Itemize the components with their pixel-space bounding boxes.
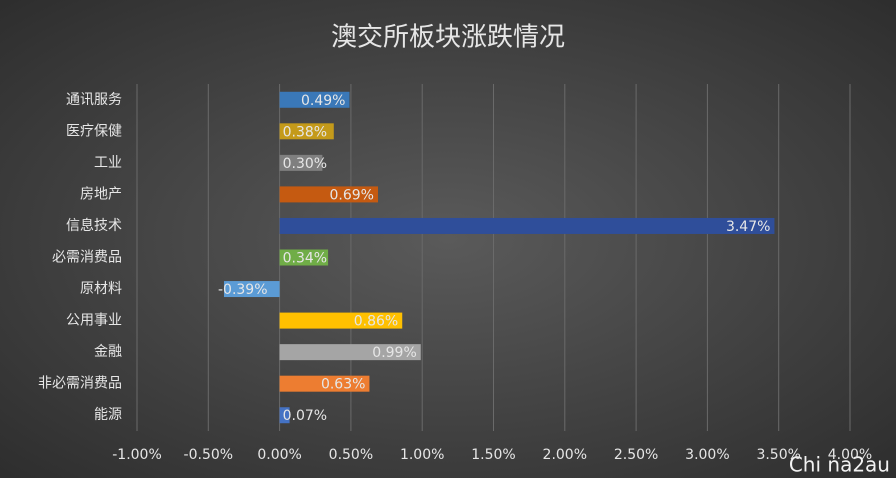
value-label: 0.63% <box>321 377 365 393</box>
watermark: Chi na2au <box>789 453 890 477</box>
value-label: 0.07% <box>283 408 327 424</box>
y-tick-label: 公用事业 <box>66 313 122 329</box>
x-tick-label: 3.50% <box>756 447 800 463</box>
value-label: 0.34% <box>283 251 327 267</box>
bar <box>279 249 329 266</box>
bar <box>279 344 421 361</box>
bar <box>279 123 334 140</box>
bar <box>223 281 280 298</box>
y-tick-label: 必需消费品 <box>52 250 122 266</box>
x-tick-label: 1.00% <box>400 447 444 463</box>
y-tick-label: 信息技术 <box>66 217 122 234</box>
y-tick-label: 原材料 <box>80 281 122 297</box>
y-tick-label: 非必需消费品 <box>38 376 122 392</box>
x-tick-label: 0.00% <box>257 447 301 463</box>
bar <box>279 91 350 108</box>
value-label: 0.38% <box>283 124 327 140</box>
value-label: 3.47% <box>726 219 770 235</box>
value-label: 0.49% <box>301 93 345 109</box>
y-tick-label: 医疗保健 <box>66 123 122 139</box>
y-tick-label: 通讯服务 <box>66 92 122 108</box>
x-tick-label: 1.50% <box>471 447 515 463</box>
y-tick-label: 房地产 <box>80 186 122 202</box>
value-label: 0.99% <box>372 345 416 361</box>
x-tick-label: 4.00% <box>828 447 872 463</box>
bar <box>279 312 403 329</box>
y-tick-label: 金融 <box>94 344 122 360</box>
value-label: -0.39% <box>218 282 268 298</box>
y-tick-label: 工业 <box>94 155 122 171</box>
value-label: 0.30% <box>283 156 327 172</box>
x-tick-label: -0.50% <box>184 447 234 463</box>
value-label: 0.69% <box>330 187 374 203</box>
value-label: 0.86% <box>354 314 398 330</box>
x-tick-label: 2.50% <box>614 447 658 463</box>
x-tick-label: 3.00% <box>685 447 729 463</box>
bar <box>279 186 378 203</box>
x-tick-label: 0.50% <box>329 447 373 463</box>
y-tick-label: 能源 <box>94 407 122 423</box>
chart-title: 澳交所板块涨跌情况 <box>331 23 565 53</box>
bar <box>279 407 290 424</box>
bar <box>279 217 775 234</box>
bar <box>279 375 370 392</box>
x-tick-label: 2.00% <box>543 447 587 463</box>
bar <box>279 154 323 171</box>
x-tick-label: -1.00% <box>112 447 162 463</box>
